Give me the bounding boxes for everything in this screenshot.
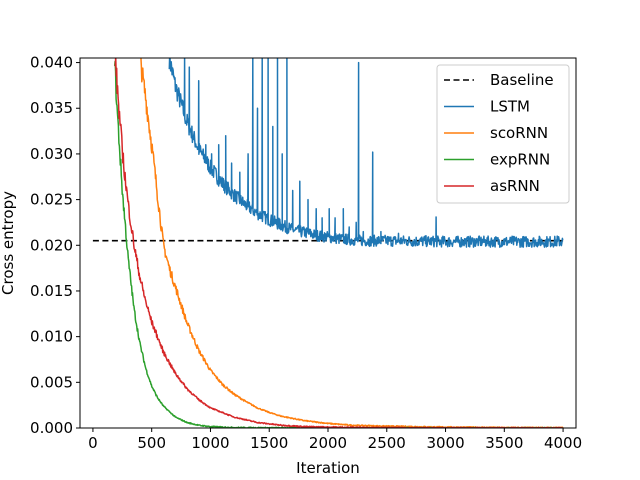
x-tick-label: 2000 <box>309 434 347 452</box>
y-tick-label: 0.015 <box>30 282 73 300</box>
y-tick-label: 0.035 <box>30 99 73 117</box>
series-line-lstm <box>168 58 564 248</box>
x-tick-label: 1000 <box>191 434 229 452</box>
legend: Baseline LSTM scoRNN expRNN asRNN <box>436 64 570 204</box>
legend-box <box>436 64 570 204</box>
legend-label-scornn: scoRNN <box>490 124 548 142</box>
x-tick-label: 4000 <box>544 434 582 452</box>
x-tick-label: 500 <box>137 434 166 452</box>
y-tick-label: 0.030 <box>30 145 73 163</box>
legend-label-exprnn: expRNN <box>490 151 550 169</box>
y-tick-label: 0.025 <box>30 191 73 209</box>
y-tick-label: 0.005 <box>30 373 73 391</box>
x-tick-label: 1500 <box>250 434 288 452</box>
x-tick-label: 3500 <box>485 434 523 452</box>
legend-label-lstm: LSTM <box>490 98 530 116</box>
legend-label-asrnn: asRNN <box>490 177 540 195</box>
y-tick-label: 0.040 <box>30 54 73 72</box>
legend-label-baseline: Baseline <box>490 71 554 89</box>
x-axis-label: Iteration <box>296 459 360 477</box>
y-tick-label: 0.000 <box>30 419 73 437</box>
y-tick-label: 0.020 <box>30 236 73 254</box>
y-axis-label: Cross entropy <box>0 191 17 295</box>
y-tick-label: 0.010 <box>30 328 73 346</box>
x-tick-label: 3000 <box>426 434 464 452</box>
x-tick-label: 2500 <box>368 434 406 452</box>
x-tick-label: 0 <box>88 434 98 452</box>
axis-layer: 0 500 1000 1500 2000 2500 3000 3500 4000 0.000 0.0… <box>30 54 582 452</box>
